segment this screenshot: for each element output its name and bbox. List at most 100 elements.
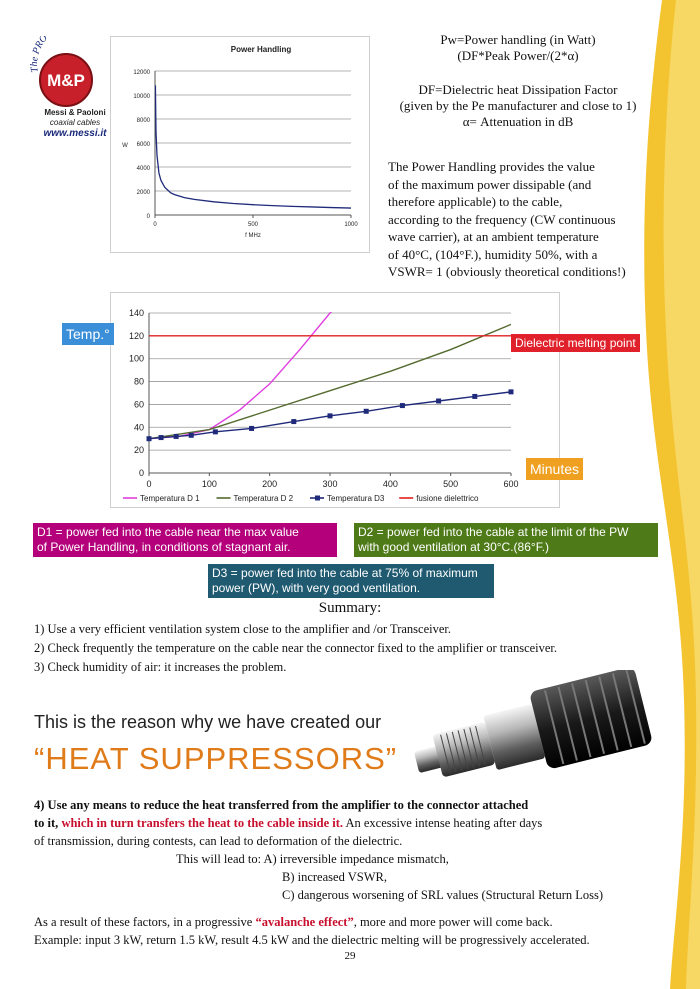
x-axis-label: f MHz <box>245 233 261 239</box>
promo-intro: This is the reason why we have created o… <box>34 712 382 732</box>
data-point <box>399 403 405 409</box>
legend-label: Temperatura D3 <box>327 494 385 503</box>
definition-d3-line: D3 = power fed into the cable at 75% of … <box>212 566 478 580</box>
description-line: according to the frequency (CW continuou… <box>388 211 616 227</box>
data-point <box>508 389 514 395</box>
definition-d2-line: with good ventilation at 30°C.(86°F.) <box>358 540 550 554</box>
point-4-line-1: 4) Use any means to reduce the heat tran… <box>34 796 664 814</box>
definition-d1: D1 = power fed into the cable near the m… <box>33 523 337 557</box>
x-tick-label: 500 <box>443 479 458 489</box>
x-tick-label: 600 <box>503 479 518 489</box>
logo-emblem: The PRO choice M&P <box>29 18 93 107</box>
point-4-line-2: to it, which in turn transfers the heat … <box>34 814 664 832</box>
definition-d3-line: power (PW), with very good ventilation. <box>212 581 421 595</box>
y-tick-label: 10000 <box>133 94 150 100</box>
point-4-bold-2: to it, <box>34 816 59 830</box>
legend: Temperatura D 1 Temperatura D 2 Temperatur… <box>123 494 479 503</box>
y-tick-label: 2000 <box>137 190 151 196</box>
y-tick-label: 80 <box>134 377 144 387</box>
point-4-rest: An excessive intense heating after days <box>345 816 543 830</box>
formula-line-5: α= Attenuation in dB <box>462 114 574 129</box>
point-4-red: which in turn transfers the heat to the … <box>61 816 344 830</box>
series-line-1 <box>155 85 351 209</box>
temp-label: Temp.° <box>62 323 114 345</box>
description-block: The Power Handling provides the value of… <box>388 158 652 281</box>
x-tick-label: 500 <box>248 222 259 228</box>
x-tick-label: 300 <box>322 479 337 489</box>
data-point <box>327 413 333 419</box>
data-point <box>363 408 369 414</box>
point-4-bold: Use any means to reduce the heat transfe… <box>47 798 529 812</box>
conclusion-pre: As a result of these factors, in a progr… <box>34 915 253 929</box>
description-line: The Power Handling provides the value <box>388 159 595 174</box>
conclusion-block: As a result of these factors, in a progr… <box>34 913 674 949</box>
definition-d3: D3 = power fed into the cable at 75% of … <box>208 564 494 598</box>
y-tick-label: 20 <box>134 445 144 455</box>
legend-label: fusione dielettrico <box>416 494 479 503</box>
description-line: of 40°C, (104°F.), humidity 50%, with a <box>388 246 598 262</box>
formula-line-2: (DF*Peak Power/(2*α) <box>457 48 579 63</box>
data-point <box>472 393 478 399</box>
y-tick-label: 40 <box>134 422 144 432</box>
summary-title: Summary: <box>318 600 382 616</box>
description-line: therefore applicable) to the cable, <box>388 194 563 209</box>
formula-line-1: Pw=Power handling (in Watt) <box>440 32 596 47</box>
y-tick-label: 140 <box>129 308 144 318</box>
summary-list: 1) Use a very efficient ventilation syst… <box>34 620 664 677</box>
point-4-number: 4) <box>34 798 45 812</box>
y-tick-label: 0 <box>139 468 144 478</box>
y-tick-label: 8000 <box>137 118 151 124</box>
promo-headline: “HEAT SUPPRESSORS” <box>34 741 398 776</box>
data-point <box>249 425 255 431</box>
data-point <box>436 398 442 404</box>
temperature-plot: 0 20 40 60 80 100 120 140 0 100 200 300 400 500 600 Tem… <box>123 308 519 503</box>
minutes-label: Minutes <box>526 458 584 480</box>
summary-item: 1) Use a very efficient ventilation syst… <box>34 622 452 636</box>
formula-block: Pw=Power handling (in Watt) (DF*Peak Pow… <box>378 32 658 130</box>
summary-item: 2) Check frequently the temperature on t… <box>34 641 558 655</box>
point-4-block: 4) Use any means to reduce the heat tran… <box>34 796 664 850</box>
conclusion-line-1: As a result of these factors, in a progr… <box>34 913 674 931</box>
y-tick-label: 6000 <box>137 142 151 148</box>
x-tick-label: 100 <box>202 479 217 489</box>
consequences-lead: This will lead to: A) irreversible imped… <box>176 852 449 866</box>
legend-label: Temperatura D 1 <box>140 494 200 503</box>
description-line: of the maximum power dissipable (and <box>388 176 592 192</box>
x-tick-label: 1000 <box>344 222 358 228</box>
y-tick-label: 4000 <box>137 166 151 172</box>
logo-company: Messi & Paoloni <box>44 108 106 117</box>
legend-marker <box>315 495 320 501</box>
series-line-2 <box>149 323 511 440</box>
data-point <box>173 433 179 439</box>
point-4-line-3: of transmission, during contests, can le… <box>34 834 403 848</box>
consequence-c: C) dangerous worsening of SRL values (St… <box>282 888 604 902</box>
company-logo: The PRO choice M&P Messi & Paoloni coaxi… <box>29 18 120 146</box>
svg-text:M&P: M&P <box>47 71 85 90</box>
conclusion-post: , more and more power will come back. <box>353 915 553 929</box>
conclusion-line-2: Example: input 3 kW, return 1.5 kW, resu… <box>34 933 590 947</box>
definition-d1-line: D1 = power fed into the cable near the m… <box>37 525 299 539</box>
logo-website[interactable]: www.messi.it <box>43 128 107 139</box>
logo-subtitle: coaxial cables <box>49 118 101 127</box>
x-tick-label: 0 <box>146 479 151 489</box>
data-point <box>291 419 297 425</box>
description-line: VSWR= 1 (obviously theoretical condition… <box>388 264 626 279</box>
consequence-b: B) increased VSWR, <box>282 870 387 884</box>
power-handling-chart: Power Handling 0 2000 4000 6000 8000 10000 1200… <box>110 36 370 253</box>
page-number: 29 <box>344 950 356 962</box>
data-point <box>146 436 152 442</box>
conclusion-highlight: “avalanche effect” <box>255 915 354 929</box>
x-tick-label: 400 <box>383 479 398 489</box>
x-tick-label: 200 <box>262 479 277 489</box>
summary-item: 3) Check humidity of air: it increases t… <box>34 660 287 674</box>
definition-d2: D2 = power fed into the cable at the lim… <box>354 523 658 557</box>
y-tick-label: 0 <box>147 214 151 220</box>
data-point <box>158 435 164 441</box>
power-handling-plot: Power Handling02000400060008000100001200… <box>122 45 358 239</box>
y-tick-label: 120 <box>129 331 144 341</box>
y-tick-label: 100 <box>129 354 144 364</box>
heat-suppressor-image <box>414 670 652 777</box>
temperature-chart: 0 20 40 60 80 100 120 140 0 100 200 300 400 500 600 Tem… <box>110 292 560 508</box>
legend-label: Temperatura D 2 <box>234 494 294 503</box>
description-line: wave carrier), at an ambient temperature <box>388 229 599 244</box>
